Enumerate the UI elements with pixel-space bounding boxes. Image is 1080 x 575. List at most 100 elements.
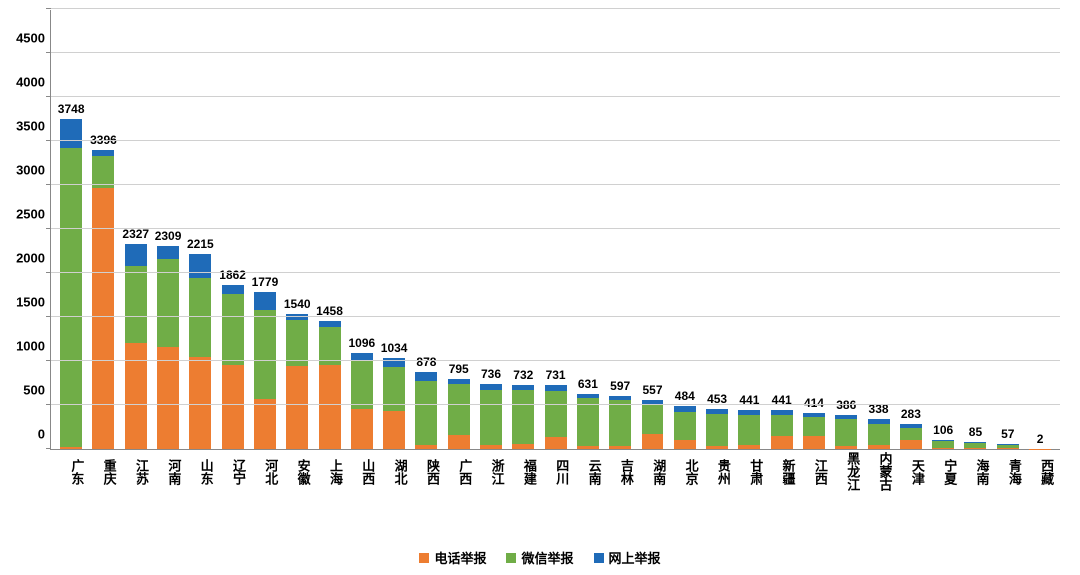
bar-segment-wechat bbox=[932, 441, 954, 448]
x-tick-label: 江苏 bbox=[119, 452, 151, 491]
bar-segment-wechat bbox=[545, 391, 567, 437]
bar-segment-phone bbox=[383, 411, 405, 449]
bar-total-label: 1034 bbox=[381, 341, 408, 355]
bar-column: 2 bbox=[1024, 10, 1056, 449]
y-tick-label: 3500 bbox=[16, 119, 51, 134]
x-tick-label: 新疆 bbox=[765, 452, 797, 491]
x-tick-label: 青海 bbox=[992, 452, 1024, 491]
bar-stack bbox=[415, 372, 437, 449]
x-tick-label: 重庆 bbox=[86, 452, 118, 491]
bar-segment-phone bbox=[60, 447, 82, 449]
x-tick-label: 河南 bbox=[151, 452, 183, 491]
bar-total-label: 386 bbox=[836, 398, 856, 412]
bar-column: 878 bbox=[410, 10, 442, 449]
legend-label: 微信举报 bbox=[521, 548, 573, 567]
x-tick-label: 云南 bbox=[571, 452, 603, 491]
bar-segment-phone bbox=[448, 435, 470, 449]
bar-stack bbox=[674, 406, 696, 449]
legend-item: 网上举报 bbox=[594, 548, 661, 567]
bar-column: 631 bbox=[572, 10, 604, 449]
bar-segment-phone bbox=[577, 446, 599, 449]
bar-segment-wechat bbox=[60, 148, 82, 447]
bar-column: 2309 bbox=[152, 10, 184, 449]
bar-segment-online bbox=[415, 372, 437, 381]
bar-segment-phone bbox=[545, 437, 567, 449]
bar-segment-phone bbox=[415, 445, 437, 449]
bar-column: 3748 bbox=[55, 10, 87, 449]
bar-stack bbox=[642, 400, 664, 449]
bar-total-label: 283 bbox=[901, 407, 921, 421]
bar-segment-wechat bbox=[415, 381, 437, 446]
bar-segment-online bbox=[157, 246, 179, 259]
legend-label: 网上举报 bbox=[609, 548, 661, 567]
bar-segment-phone bbox=[92, 188, 114, 449]
bar-segment-wechat bbox=[512, 390, 534, 444]
bar-column: 106 bbox=[927, 10, 959, 449]
x-tick-label: 辽宁 bbox=[216, 452, 248, 491]
x-tick-label: 江西 bbox=[798, 452, 830, 491]
bar-total-label: 2327 bbox=[122, 227, 149, 241]
bar-segment-wechat bbox=[125, 266, 147, 343]
x-tick-label: 浙江 bbox=[474, 452, 506, 491]
bar-segment-wechat bbox=[738, 415, 760, 446]
bar-segment-wechat bbox=[254, 310, 276, 399]
bar-column: 414 bbox=[798, 10, 830, 449]
gridline bbox=[51, 184, 1060, 185]
x-tick-label: 吉林 bbox=[604, 452, 636, 491]
bar-column: 441 bbox=[766, 10, 798, 449]
bar-total-label: 1779 bbox=[252, 275, 279, 289]
bar-segment-online bbox=[222, 285, 244, 294]
bar-segment-wechat bbox=[803, 417, 825, 436]
bar-segment-wechat bbox=[577, 398, 599, 446]
bar-column: 338 bbox=[862, 10, 894, 449]
x-tick-label: 四川 bbox=[539, 452, 571, 491]
bar-stack bbox=[60, 119, 82, 449]
bar-segment-wechat bbox=[900, 428, 922, 441]
legend-swatch bbox=[419, 553, 429, 563]
x-tick-label: 河北 bbox=[248, 452, 280, 491]
x-tick-label: 海南 bbox=[959, 452, 991, 491]
legend-label: 电话举报 bbox=[434, 548, 486, 567]
bar-total-label: 2215 bbox=[187, 237, 214, 251]
y-tick-label: 2500 bbox=[16, 207, 51, 222]
bar-segment-phone bbox=[125, 343, 147, 449]
bar-segment-phone bbox=[351, 409, 373, 449]
bar-total-label: 795 bbox=[449, 362, 469, 376]
y-tickmark bbox=[46, 272, 51, 273]
bar-total-label: 2 bbox=[1037, 432, 1044, 446]
x-tick-label: 甘肃 bbox=[733, 452, 765, 491]
bar-segment-phone bbox=[706, 446, 728, 449]
bar-segment-phone bbox=[964, 448, 986, 449]
bar-total-label: 3748 bbox=[58, 102, 85, 116]
bar-total-label: 2309 bbox=[155, 229, 182, 243]
bar-column: 795 bbox=[443, 10, 475, 449]
bar-segment-wechat bbox=[642, 404, 664, 435]
gridline bbox=[51, 404, 1060, 405]
bar-segment-wechat bbox=[674, 412, 696, 441]
bar-total-label: 85 bbox=[969, 425, 982, 439]
bar-segment-phone bbox=[900, 440, 922, 449]
bar-column: 1458 bbox=[313, 10, 345, 449]
y-tick-label: 5000 bbox=[16, 0, 51, 2]
bar-segment-phone bbox=[222, 365, 244, 449]
bar-segment-online bbox=[125, 244, 147, 266]
legend-swatch bbox=[506, 553, 516, 563]
y-tickmark bbox=[46, 96, 51, 97]
y-tickmark bbox=[46, 52, 51, 53]
bar-total-label: 557 bbox=[642, 383, 662, 397]
bar-stack bbox=[900, 424, 922, 449]
gridline bbox=[51, 8, 1060, 9]
bar-segment-online bbox=[254, 292, 276, 310]
bar-stack bbox=[157, 246, 179, 449]
bar-stack bbox=[222, 285, 244, 449]
bar-total-label: 631 bbox=[578, 377, 598, 391]
bar-total-label: 878 bbox=[416, 355, 436, 369]
bar-segment-wechat bbox=[189, 278, 211, 356]
x-tick-label: 宁夏 bbox=[927, 452, 959, 491]
bar-stack bbox=[803, 413, 825, 449]
gridline bbox=[51, 96, 1060, 97]
x-tick-label: 广西 bbox=[442, 452, 474, 491]
bar-total-label: 414 bbox=[804, 396, 824, 410]
legend: 电话举报 微信举报 网上举报 bbox=[0, 548, 1080, 567]
bar-segment-phone bbox=[480, 445, 502, 449]
